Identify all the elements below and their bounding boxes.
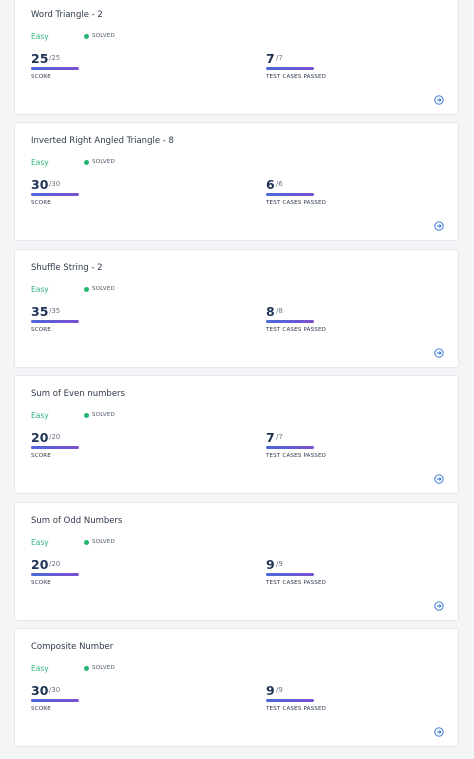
tests-passed: 7 (266, 430, 275, 446)
score-label: SCORE (31, 453, 51, 460)
status-dot (84, 413, 89, 419)
score-max: /20 (49, 433, 61, 442)
open-button[interactable] (434, 221, 444, 232)
difficulty: Easy (31, 32, 49, 41)
score-label: SCORE (31, 74, 51, 80)
score: 20 (31, 430, 49, 446)
open-button[interactable] (434, 348, 444, 358)
tests-passed: 6 (266, 177, 275, 193)
problem-title: Shuffle String - 2 (31, 262, 103, 273)
tests-bar (266, 319, 314, 323)
status-dot (84, 666, 89, 671)
open-button[interactable] (434, 727, 444, 737)
tests-bar (266, 572, 314, 576)
open-button[interactable] (434, 95, 444, 105)
status: SOLVED (92, 33, 115, 39)
score-bar (31, 319, 79, 323)
score-max: /20 (49, 559, 61, 568)
problem-title: Sum of Odd Numbers (31, 515, 123, 526)
tests-max: /8 (276, 306, 283, 315)
score-bar (31, 193, 79, 197)
score: 30 (31, 177, 49, 193)
score: 35 (31, 303, 49, 319)
tests-label: TEST CASES PASSED (266, 579, 327, 586)
difficulty: Easy (31, 284, 49, 294)
tests-max: /7 (276, 433, 283, 442)
status-dot (84, 539, 89, 545)
score-label: SCORE (31, 706, 51, 712)
score-max: /35 (49, 306, 61, 315)
problem-title: Word Triangle - 2 (31, 10, 103, 20)
open-button[interactable] (434, 600, 444, 611)
status-dot (84, 160, 89, 166)
status: SOLVED (92, 538, 115, 545)
tests-bar (266, 446, 314, 450)
problem-title: Inverted Right Angled Triangle - 8 (31, 136, 174, 147)
difficulty: Easy (31, 411, 49, 421)
tests-bar (266, 67, 314, 70)
score: 30 (31, 683, 49, 698)
problem-title: Sum of Even numbers (31, 389, 125, 400)
problem-title: Composite Number (31, 642, 114, 652)
problem-card: Shuffle String - 2 Easy SOLVED 35/35 SCORE 8/… (14, 248, 459, 368)
score-bar (31, 67, 79, 70)
tests-label: TEST CASES PASSED (266, 200, 327, 207)
tests-label: TEST CASES PASSED (266, 74, 327, 80)
score: 25 (31, 51, 49, 66)
score: 20 (31, 556, 49, 572)
tests-bar (266, 193, 314, 197)
score-bar (31, 572, 79, 576)
score-max: /30 (49, 686, 61, 694)
status: SOLVED (92, 412, 115, 419)
score-label: SCORE (31, 326, 51, 333)
problem-card: Composite Number Easy SOLVED 30/30 SCORE 9/9 T… (14, 628, 459, 747)
tests-label: TEST CASES PASSED (266, 453, 327, 460)
tests-max: /6 (276, 180, 283, 189)
tests-max: /7 (276, 54, 283, 62)
tests-max: /9 (276, 559, 283, 568)
score-bar (31, 699, 79, 702)
status: SOLVED (92, 285, 115, 292)
open-button[interactable] (434, 474, 444, 484)
status: SOLVED (92, 159, 115, 166)
difficulty: Easy (31, 158, 49, 168)
tests-passed: 8 (266, 303, 275, 319)
problem-card: Sum of Odd Numbers Easy SOLVED 20/20 SCORE 9/… (14, 501, 459, 621)
score-label: SCORE (31, 200, 51, 207)
problem-card: Word Triangle - 2 Easy SOLVED 25/25 SCORE 7/7… (14, 0, 459, 115)
tests-label: TEST CASES PASSED (266, 326, 327, 333)
tests-passed: 9 (266, 556, 275, 572)
score-bar (31, 446, 79, 450)
status-dot (84, 34, 89, 39)
tests-passed: 7 (266, 51, 275, 66)
status-dot (84, 286, 89, 292)
difficulty: Easy (31, 537, 49, 547)
tests-bar (266, 699, 314, 702)
score-label: SCORE (31, 579, 51, 586)
score-max: /25 (49, 54, 61, 62)
tests-passed: 9 (266, 683, 275, 698)
status: SOLVED (92, 665, 115, 671)
difficulty: Easy (31, 664, 49, 673)
tests-max: /9 (276, 686, 283, 694)
tests-label: TEST CASES PASSED (266, 706, 327, 712)
problem-card: Inverted Right Angled Triangle - 8 Easy SO… (14, 122, 459, 242)
problem-card: Sum of Even numbers Easy SOLVED 20/20 SCORE 7… (14, 375, 459, 495)
score-max: /30 (49, 180, 61, 189)
